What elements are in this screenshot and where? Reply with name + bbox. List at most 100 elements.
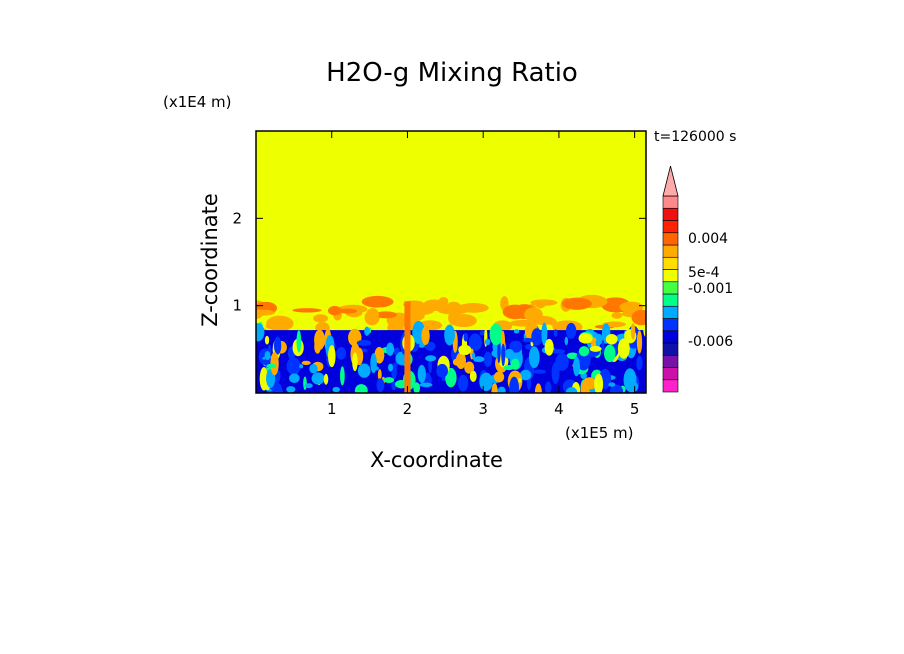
x-tick-label: 2 xyxy=(403,400,413,418)
boundary-streak xyxy=(425,355,437,362)
boundary-streak xyxy=(421,326,430,346)
colorbar-cell xyxy=(662,244,679,258)
transition-blob xyxy=(338,308,358,314)
x-axis-label: X-coordinate xyxy=(370,448,503,472)
boundary-streak xyxy=(354,384,368,393)
transition-blob xyxy=(292,308,322,313)
colorbar-cell xyxy=(662,293,679,307)
colorbar-cell xyxy=(662,379,679,393)
boundary-streak xyxy=(352,352,358,372)
y-axis-unit: (x1E4 m) xyxy=(163,93,232,111)
boundary-streak xyxy=(266,363,277,368)
boundary-streak xyxy=(428,358,432,374)
boundary-streak xyxy=(608,382,616,387)
boundary-streak xyxy=(578,346,590,357)
boundary-streak xyxy=(374,346,385,364)
transition-blob xyxy=(611,312,623,319)
boundary-streak xyxy=(417,364,426,384)
boundary-streak xyxy=(617,338,630,359)
boundary-streak xyxy=(594,333,603,345)
boundary-streak xyxy=(541,322,548,346)
x-tick-label: 3 xyxy=(478,400,488,418)
colorbar-cell xyxy=(662,318,679,332)
boundary-streak xyxy=(605,333,618,345)
boundary-streak xyxy=(509,340,523,353)
colorbar-cell xyxy=(662,367,679,381)
boundary-streak xyxy=(483,351,493,367)
colorbar-cell xyxy=(662,281,679,295)
boundary-streak xyxy=(589,345,602,352)
boundary-streak xyxy=(513,329,520,334)
boundary-streak xyxy=(504,348,515,359)
boundary-streak xyxy=(463,332,469,342)
boundary-streak xyxy=(309,364,318,374)
boundary-streak xyxy=(328,345,336,368)
boundary-streak xyxy=(311,372,325,385)
transition-blob xyxy=(256,309,276,316)
boundary-streak xyxy=(388,363,394,372)
boundary-streak xyxy=(479,372,493,392)
boundary-streak xyxy=(419,382,433,388)
transition-blob xyxy=(266,315,294,332)
boundary-streak xyxy=(534,383,542,393)
boundary-streak xyxy=(264,335,270,345)
boundary-streak xyxy=(522,337,534,343)
boundary-streak xyxy=(501,343,506,367)
boundary-streak xyxy=(518,377,522,383)
colorbar-cell xyxy=(662,256,679,270)
boundary-streak xyxy=(299,364,304,369)
transition-blob xyxy=(374,311,398,319)
time-annotation: t=126000 s xyxy=(654,129,737,145)
transition-blob xyxy=(458,302,489,313)
boundary-streak xyxy=(314,339,321,354)
boundary-streak xyxy=(565,322,577,339)
boundary-streak xyxy=(436,363,448,378)
x-tick-label: 4 xyxy=(554,400,564,418)
boundary-streak xyxy=(555,353,569,371)
boundary-streak xyxy=(413,382,421,393)
boundary-streak xyxy=(623,368,637,392)
boundary-streak xyxy=(604,344,616,363)
boundary-streak xyxy=(458,374,469,392)
boundary-streak xyxy=(636,355,643,371)
boundary-streak xyxy=(550,349,566,354)
boundary-streak xyxy=(582,377,598,390)
boundary-streak xyxy=(286,357,301,375)
boundary-streak xyxy=(323,373,329,385)
boundary-streak xyxy=(469,370,477,382)
colorbar-cell xyxy=(662,269,679,283)
boundary-streak xyxy=(386,342,395,356)
boundary-streak xyxy=(464,361,475,374)
field-layer xyxy=(256,131,646,393)
plot-frame xyxy=(255,130,647,394)
x-axis-unit: (x1E5 m) xyxy=(565,424,634,442)
transition-blob xyxy=(361,295,394,308)
transition-blob xyxy=(438,296,449,306)
colorbar-cell xyxy=(662,220,679,234)
boundary-streak xyxy=(594,373,604,393)
boundary-streak xyxy=(491,383,498,393)
transition-blob xyxy=(327,305,342,316)
boundary-streak xyxy=(377,369,382,381)
boundary-streak xyxy=(578,332,593,344)
boundary-streak xyxy=(519,369,532,381)
boundary-streak xyxy=(468,333,482,351)
colorbar-cell xyxy=(662,330,679,344)
boundary-streak xyxy=(370,353,377,374)
boundary-streak xyxy=(301,360,311,366)
boundary-streak xyxy=(493,371,505,383)
boundary-streak xyxy=(544,338,554,356)
colorbar-cell xyxy=(662,342,679,356)
boundary-streak xyxy=(273,336,282,355)
boundary-streak xyxy=(264,350,271,361)
boundary-streak xyxy=(332,386,341,393)
transition-blob xyxy=(530,299,558,306)
colorbar-label: -0.006 xyxy=(688,334,733,350)
transition-blob xyxy=(313,314,328,323)
transition-blob xyxy=(619,301,644,313)
transition-blob xyxy=(502,304,529,320)
boundary-streak xyxy=(484,338,491,346)
y-tick-label: 1 xyxy=(232,297,242,315)
boundary-streak xyxy=(357,363,371,378)
